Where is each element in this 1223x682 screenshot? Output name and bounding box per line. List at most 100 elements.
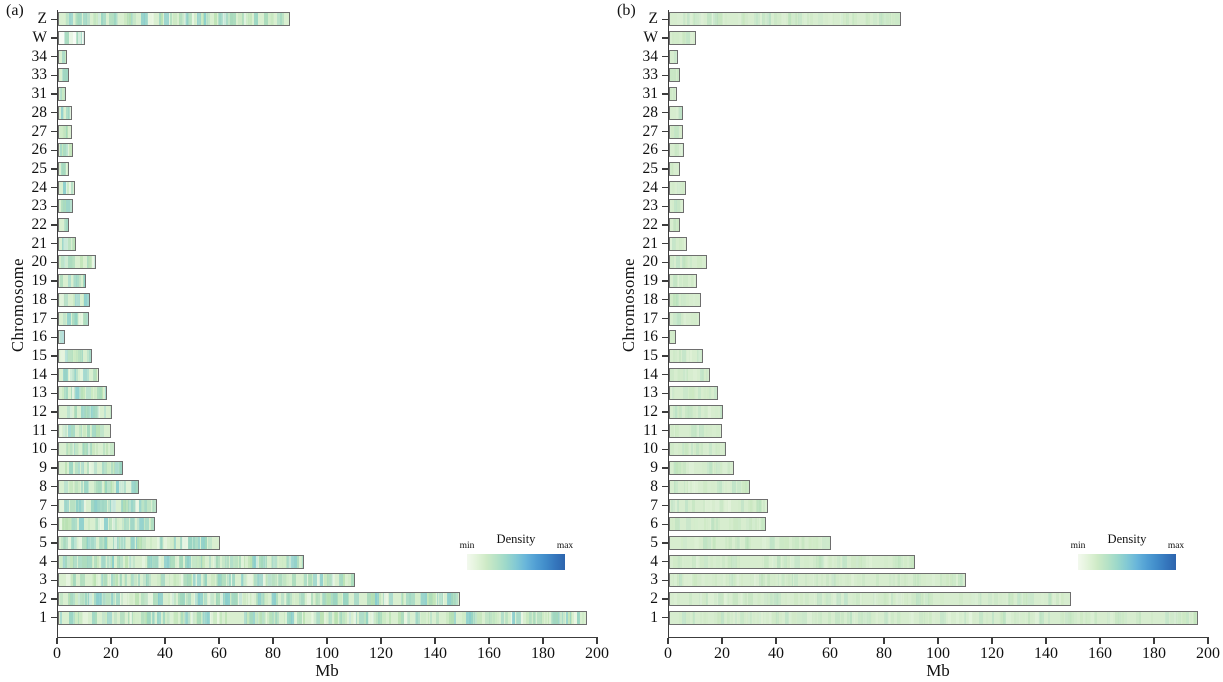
y-tick — [662, 93, 668, 95]
density-stripe — [111, 480, 117, 493]
density-stripe — [683, 13, 686, 26]
density-stripe — [676, 593, 680, 605]
density-stripe — [860, 611, 865, 624]
density-stripe — [198, 536, 200, 549]
chrom-bar-25 — [58, 161, 69, 176]
density-stripe — [61, 125, 66, 138]
density-stripe — [109, 518, 113, 531]
density-stripe — [65, 349, 68, 362]
density-stripe — [94, 555, 98, 568]
density-stripe — [748, 611, 751, 624]
density-stripe — [798, 13, 802, 26]
density-stripe — [861, 593, 864, 605]
density-stripe — [1080, 611, 1084, 624]
x-tick — [596, 638, 598, 644]
density-stripe — [103, 574, 107, 587]
density-stripe — [791, 555, 796, 568]
density-stripe — [726, 611, 731, 624]
density-stripe — [749, 574, 754, 587]
density-stripe — [232, 555, 238, 568]
density-stripe — [696, 555, 701, 568]
density-stripe — [880, 593, 886, 605]
density-stripe — [765, 536, 769, 549]
density-stripe — [1065, 611, 1071, 624]
density-stripe — [726, 462, 730, 475]
density-stripe — [694, 312, 698, 325]
density-stripe — [110, 593, 114, 605]
x-axis-title-b: Mb — [926, 661, 950, 680]
density-stripe — [143, 499, 148, 512]
density-stripe — [713, 611, 719, 624]
chrom-bar-18 — [58, 292, 91, 307]
density-stripe — [240, 555, 245, 568]
chrom-label-5: 5 — [650, 533, 658, 551]
density-stripe — [82, 32, 84, 44]
density-stripe — [732, 593, 738, 605]
density-stripe — [84, 312, 88, 325]
density-stripe — [715, 518, 721, 531]
chrom-bar-11 — [669, 423, 722, 438]
density-stripe — [364, 611, 370, 624]
chrom-bar-17 — [669, 311, 701, 326]
density-stripe — [727, 499, 731, 512]
density-stripe — [705, 499, 709, 512]
density-stripe — [145, 499, 151, 512]
y-tick — [51, 598, 57, 600]
density-stripe — [859, 555, 862, 568]
density-stripe — [78, 32, 81, 44]
density-stripe — [749, 574, 754, 587]
density-stripe — [687, 574, 691, 587]
density-stripe — [748, 593, 753, 605]
density-stripe — [742, 480, 747, 493]
density-stripe — [70, 424, 74, 437]
density-stripe — [751, 518, 757, 531]
x-tick-label: 40 — [768, 645, 784, 662]
density-stripe — [746, 536, 751, 549]
density-stripe — [240, 574, 244, 587]
density-stripe — [727, 574, 731, 587]
density-stripe — [428, 593, 433, 605]
density-stripe — [890, 593, 894, 605]
density-stripe — [448, 611, 454, 624]
density-stripe — [257, 574, 263, 587]
density-stripe — [952, 574, 957, 587]
density-stripe — [237, 13, 243, 26]
density-stripe — [150, 518, 153, 531]
density-stripe — [762, 13, 768, 26]
density-stripe — [895, 13, 900, 26]
density-stripe — [168, 13, 171, 26]
density-stripe — [72, 349, 78, 362]
density-stripe — [692, 368, 697, 381]
density-stripe — [96, 593, 102, 605]
density-stripe — [1193, 611, 1198, 624]
density-stripe — [756, 499, 762, 512]
y-tick — [51, 280, 57, 282]
density-stripe — [826, 536, 830, 549]
density-stripe — [693, 387, 696, 400]
chrom-label-21: 21 — [642, 234, 659, 252]
density-stripe — [178, 593, 184, 605]
density-stripe — [694, 536, 698, 549]
chrom-label-11: 11 — [32, 421, 47, 439]
density-stripe — [719, 406, 722, 418]
y-tick — [662, 486, 668, 488]
density-stripe — [839, 13, 845, 26]
density-stripe — [548, 611, 551, 624]
density-stripe — [167, 593, 170, 605]
density-stripe — [1164, 611, 1170, 624]
density-stripe — [789, 555, 794, 568]
density-stripe — [114, 518, 119, 531]
density-stripe — [691, 611, 695, 624]
density-stripe — [186, 574, 191, 587]
density-stripe — [758, 555, 763, 568]
density-stripe — [676, 499, 680, 512]
density-stripe — [749, 499, 752, 512]
density-stripe — [565, 611, 568, 624]
density-stripe — [677, 312, 680, 325]
density-stripe — [135, 480, 138, 493]
density-stripe — [82, 312, 86, 325]
density-hotspot-chr1 — [1192, 612, 1194, 624]
density-stripe — [689, 593, 693, 605]
density-stripe — [252, 593, 255, 605]
density-stripe — [683, 368, 688, 381]
